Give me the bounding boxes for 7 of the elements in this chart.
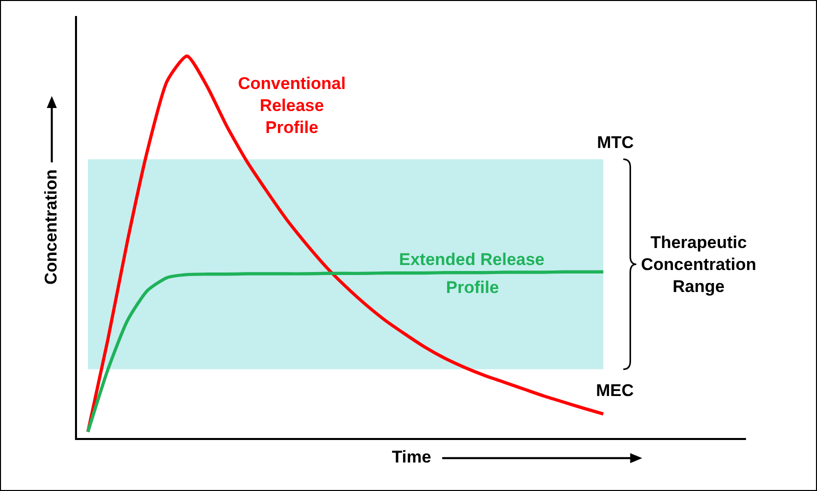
series-label: Extended Release Profile — [399, 250, 545, 297]
annotation: MTC — [597, 133, 634, 152]
annotation: MEC — [596, 381, 634, 400]
band-label: Therapeutic Concentration Range — [641, 233, 756, 296]
series-label: Conventional Release Profile — [238, 74, 346, 138]
y-axis-title: Concentration — [41, 169, 60, 285]
x-axis-title: Time — [392, 448, 432, 467]
